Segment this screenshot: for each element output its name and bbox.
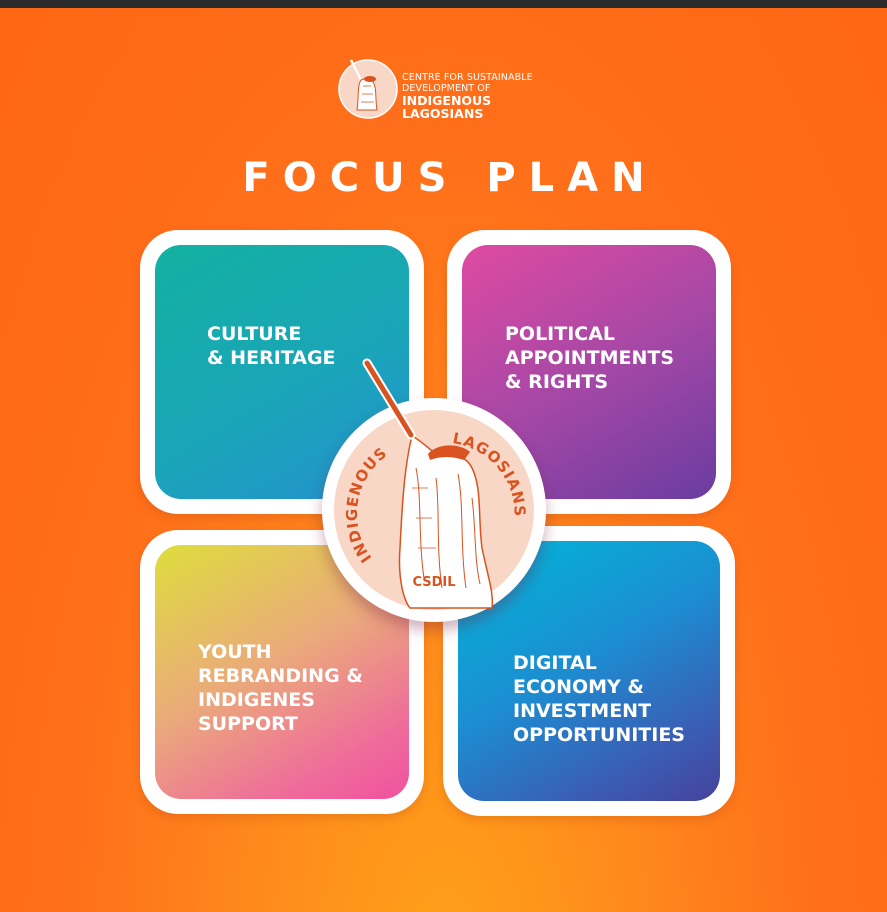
page-title: FOCUS PLAN	[242, 155, 658, 201]
card-label: CULTURE & HERITAGE	[207, 323, 336, 369]
staff-icon	[362, 358, 416, 440]
seal-code: CSDIL	[412, 575, 455, 590]
card-label: YOUTH REBRANDING & INDIGENES SUPPORT	[198, 641, 363, 735]
card-label: DIGITAL ECONOMY & INVESTMENT OPPORTUNITI…	[513, 652, 685, 746]
focus-card-political: POLITICAL APPOINTMENTS & RIGHTS	[447, 230, 731, 514]
center-emblem: INDIGENOUS LAGOSIANS CSDIL	[322, 398, 546, 622]
brand-line-3: INDIGENOUS	[402, 93, 492, 108]
top-bar	[0, 0, 887, 8]
csdil-emblem-icon	[338, 59, 398, 119]
focus-card-digital: DIGITAL ECONOMY & INVESTMENT OPPORTUNITI…	[443, 526, 735, 816]
brand-line-1: CENTRE FOR SUSTAINABLE	[402, 72, 533, 83]
card-label: POLITICAL APPOINTMENTS & RIGHTS	[505, 323, 675, 393]
brand-logo: CENTRE FOR SUSTAINABLE DEVELOPMENT OF IN…	[337, 40, 547, 130]
brand-line-2: DEVELOPMENT OF	[402, 83, 491, 94]
indigenous-lagosians-seal-icon: INDIGENOUS LAGOSIANS CSDIL	[334, 410, 534, 610]
brand-line-4: LAGOSIANS	[402, 106, 484, 121]
card-face: POLITICAL APPOINTMENTS & RIGHTS	[462, 245, 716, 499]
brand-text: CENTRE FOR SUSTAINABLE DEVELOPMENT OF IN…	[402, 72, 533, 120]
